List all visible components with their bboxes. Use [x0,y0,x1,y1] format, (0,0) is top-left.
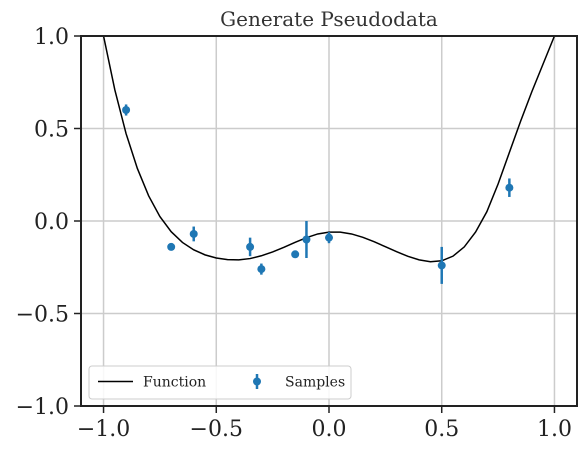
axis-ticks: −1.0 −0.5 0.0 0.5 1.0 1.0 0.5 0.0 −0.5 −1.0 [16,25,572,442]
sample-marker [325,233,333,242]
sample-point [505,178,514,197]
x-tick-label: 0.0 [312,417,347,442]
grid [81,35,577,407]
chart-title: Generate Pseudodata [220,7,438,31]
sample-point [122,104,131,116]
sample-marker [167,242,176,251]
y-tick-label: 0.0 [34,210,69,235]
sample-marker [291,250,300,259]
legend-box [88,365,352,400]
sample-marker [246,242,255,251]
sample-point [246,237,255,257]
sample-point [291,250,300,259]
sample-marker [189,229,198,238]
legend: Function Samples [88,365,352,400]
sample-marker [302,235,311,244]
samples-series [122,104,514,284]
x-tick-label: 1.0 [537,417,572,442]
sample-point [167,242,176,251]
x-tick-label: −0.5 [190,417,243,442]
y-tick-label: 1.0 [34,25,69,50]
sample-point [302,221,311,258]
legend-function-label: Function [143,375,206,391]
y-tick-label: −0.5 [16,303,69,328]
legend-samples-label: Samples [285,375,345,391]
y-tick-label: 0.5 [34,118,69,143]
sample-marker [122,106,131,114]
x-tick-label: 0.5 [424,417,459,442]
sample-marker [257,265,266,274]
sample-marker [505,183,514,192]
legend-samples-marker [253,377,261,386]
sample-point [257,263,266,275]
sample-marker [437,261,446,270]
sample-point [437,246,446,284]
sample-point [325,232,333,244]
x-tick-label: −1.0 [77,417,130,442]
y-tick-label: −1.0 [16,395,69,420]
sample-point [189,226,198,242]
